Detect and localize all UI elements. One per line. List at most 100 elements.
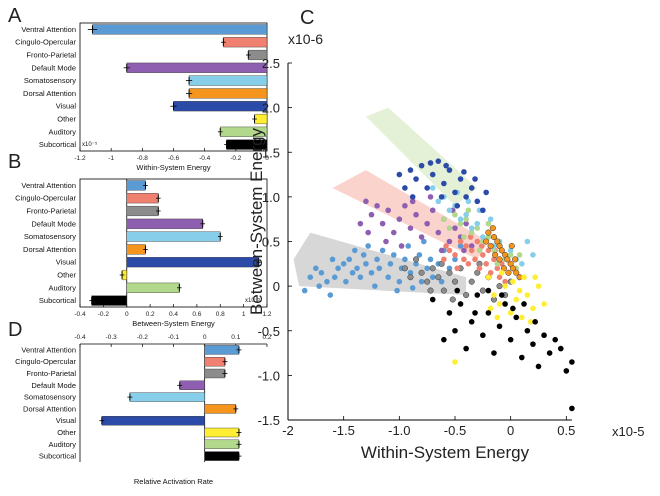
category-label: Default Mode (31, 381, 76, 390)
point-visual (409, 194, 416, 200)
point-ventral-attention (418, 278, 425, 285)
point-cingulo-opercular (498, 261, 505, 267)
x-tick-label: -0.2 (137, 334, 149, 341)
point-default-mode (396, 216, 403, 222)
panel-letter-a: A (8, 5, 22, 27)
point-other (521, 274, 527, 281)
point-ventral-attention (427, 256, 434, 263)
point-ventral-attention (318, 269, 325, 276)
point-fronto-parietal (468, 278, 475, 285)
point-cingulo-opercular (463, 243, 469, 249)
x-tick-label: -0.8 (137, 155, 149, 162)
wedge-cingulo-opercular (332, 170, 489, 260)
category-label: Visual (56, 258, 77, 267)
point-ventral-attention (327, 292, 334, 298)
point-subcortical (496, 323, 503, 330)
point-default-mode (357, 220, 364, 227)
point-other (510, 278, 516, 285)
point-somatosensory (474, 220, 481, 227)
x-tick-label: -0.2 (98, 311, 110, 318)
category-label: Auditory (48, 283, 76, 292)
point-dorsal-attention (487, 242, 494, 250)
point-cingulo-opercular (457, 238, 464, 245)
category-label: Subcortical (39, 296, 76, 305)
point-visual (452, 189, 458, 196)
y-tick-label: 2.5 (262, 56, 280, 71)
x-tick-label: -2 (282, 423, 294, 438)
category-label: Other (57, 428, 76, 437)
point-dorsal-attention (490, 233, 498, 241)
point-ventral-attention (301, 287, 308, 294)
point-cingulo-opercular (443, 243, 449, 249)
point-fronto-parietal (412, 256, 420, 263)
panel-c: C-2 -1.5 -1.0 -0.5 0 0.5-1.5-1.0-0.500.51.01.… (247, 7, 645, 462)
point-visual (402, 185, 408, 191)
bar-ventral-attention (92, 24, 268, 35)
category-label: Auditory (48, 440, 76, 449)
point-subcortical (429, 296, 436, 303)
point-subcortical (521, 301, 527, 307)
point-ventral-attention (313, 265, 319, 272)
point-cingulo-opercular (480, 252, 486, 258)
point-visual (457, 176, 464, 182)
x-tick-label: 0.5 (557, 423, 575, 438)
point-visual (407, 167, 414, 173)
point-cingulo-opercular (496, 274, 503, 281)
point-dorsal-attention (505, 269, 512, 276)
y-axis-label: Between-System Energy (247, 127, 266, 315)
point-default-mode (424, 220, 430, 227)
point-ventral-attention (354, 265, 360, 272)
point-fronto-parietal (496, 283, 503, 290)
bar-default-mode (126, 218, 203, 229)
point-default-mode (435, 229, 442, 236)
point-auditory (446, 225, 453, 231)
point-subcortical (519, 354, 525, 361)
panel-letter-d: D (8, 319, 22, 341)
point-other (524, 292, 531, 298)
point-default-mode (446, 238, 453, 245)
point-cingulo-opercular (461, 256, 467, 263)
point-default-mode (368, 211, 375, 218)
bar-default-mode (179, 380, 205, 390)
point-subcortical (468, 319, 475, 325)
point-cingulo-opercular (478, 243, 485, 249)
point-default-mode (418, 234, 425, 240)
point-visual (427, 160, 434, 166)
point-ventral-attention (324, 278, 330, 285)
point-subcortical (541, 332, 547, 339)
point-visual (435, 158, 442, 164)
point-visual (474, 198, 481, 205)
point-dorsal-attention (492, 251, 499, 258)
point-subcortical (474, 292, 481, 298)
point-ventral-attention (424, 265, 430, 272)
x-tick-label: -0.4 (74, 311, 86, 318)
category-label: Somatosensory (24, 232, 76, 241)
point-ventral-attention (363, 261, 369, 267)
point-fronto-parietal (440, 287, 447, 294)
category-label: Somatosensory (24, 393, 76, 402)
point-visual (480, 207, 486, 214)
bar-subcortical (91, 295, 127, 306)
point-default-mode (385, 207, 392, 214)
point-subcortical (485, 310, 492, 316)
point-auditory (463, 216, 469, 222)
point-somatosensory (435, 198, 442, 205)
point-dorsal-attention (498, 247, 505, 254)
point-ventral-attention (379, 247, 386, 254)
point-dorsal-attention (485, 229, 492, 236)
point-subcortical (491, 350, 497, 356)
point-subcortical (510, 305, 516, 312)
point-auditory (474, 225, 481, 231)
category-label: Fronto-Parietal (26, 51, 76, 60)
y-tick-label: 1.0 (262, 190, 280, 205)
point-ventral-attention (446, 265, 453, 272)
category-label: Auditory (48, 127, 76, 136)
point-subcortical (498, 292, 505, 298)
point-ventral-attention (416, 252, 423, 258)
point-somatosensory (463, 211, 469, 218)
point-ventral-attention (438, 278, 445, 285)
point-somatosensory (480, 234, 486, 240)
category-label: Other (57, 115, 76, 124)
category-label: Subcortical (39, 452, 76, 461)
point-ventral-attention (457, 243, 464, 249)
